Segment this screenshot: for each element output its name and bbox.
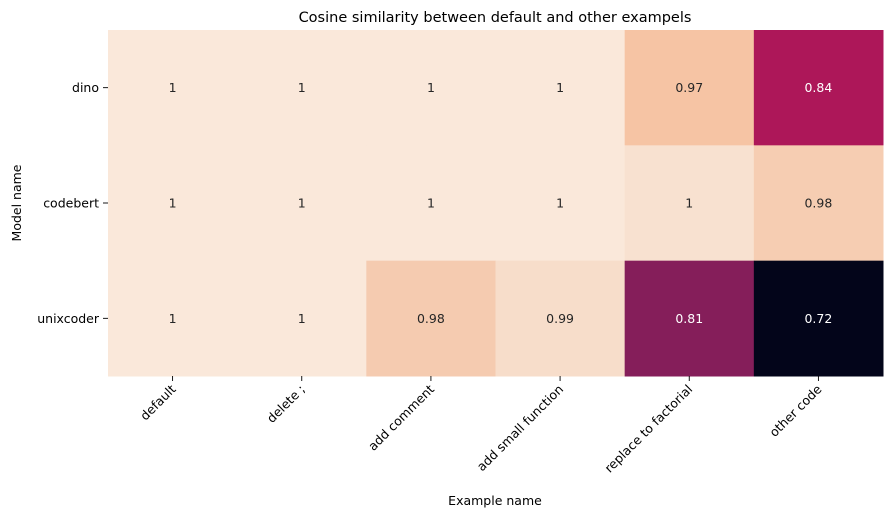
heatmap-cell	[237, 260, 367, 377]
x-tick-label: other code	[766, 381, 824, 439]
cell-value-label: 1	[427, 196, 435, 211]
heatmap-cells	[108, 30, 884, 377]
heatmap-cell	[495, 145, 626, 262]
heatmap-cell	[108, 260, 238, 377]
heatmap-cell	[753, 260, 884, 377]
cell-value-label: 0.99	[546, 311, 574, 326]
heatmap-cell	[624, 260, 755, 377]
cell-value-label: 1	[298, 196, 306, 211]
x-tick-label: add small function	[474, 382, 567, 475]
heatmap-cell	[495, 260, 626, 377]
heatmap-cell	[108, 30, 238, 146]
cell-value-label: 1	[556, 196, 564, 211]
chart-title: Cosine similarity between default and ot…	[299, 10, 692, 26]
y-axis-label: Model name	[9, 164, 24, 241]
cell-value-label: 1	[169, 80, 177, 95]
heatmap-cell	[108, 145, 238, 262]
x-axis: default delete ; add comment add small func…	[137, 376, 825, 476]
x-tick-label: default	[137, 381, 179, 423]
cell-value-label: 0.98	[804, 196, 832, 211]
cell-value-label: 1	[685, 196, 693, 211]
cell-value-label: 0.98	[417, 311, 445, 326]
heatmap-cell	[237, 30, 367, 146]
heatmap-cell	[753, 30, 884, 146]
heatmap-cell-labels: 1 1 1 1 0.97 0.84 1 1 1 1 1 0.98 1 1 0.98 0.99 0.81 0.72	[169, 80, 833, 326]
heatmap-cell	[624, 30, 755, 146]
x-tick-label: add comment	[365, 381, 437, 453]
y-tick-label: unixcoder	[37, 311, 100, 326]
cell-value-label: 1	[169, 311, 177, 326]
cell-value-label: 0.97	[675, 80, 703, 95]
x-tick-label: delete ;	[264, 382, 308, 426]
cell-value-label: 0.81	[675, 311, 703, 326]
cell-value-label: 1	[169, 196, 177, 211]
heatmap-cell	[366, 30, 496, 146]
cell-value-label: 1	[556, 80, 564, 95]
y-tick-label: dino	[72, 80, 99, 95]
y-tick-label: codebert	[43, 196, 99, 211]
heatmap-cell	[366, 145, 496, 262]
cell-value-label: 0.84	[804, 80, 832, 95]
cell-value-label: 1	[298, 311, 306, 326]
x-axis-label: Example name	[448, 493, 542, 508]
heatmap-cell	[624, 145, 755, 262]
cell-value-label: 1	[298, 80, 306, 95]
heatmap-cell	[366, 260, 496, 377]
cell-value-label: 0.72	[804, 311, 832, 326]
y-axis: dino codebert unixcoder	[37, 80, 108, 326]
x-tick-label: replace to factorial	[601, 382, 695, 476]
heatmap-cell	[495, 30, 626, 146]
cell-value-label: 1	[427, 80, 435, 95]
heatmap-cell	[237, 145, 367, 262]
heatmap-cell	[753, 145, 884, 262]
